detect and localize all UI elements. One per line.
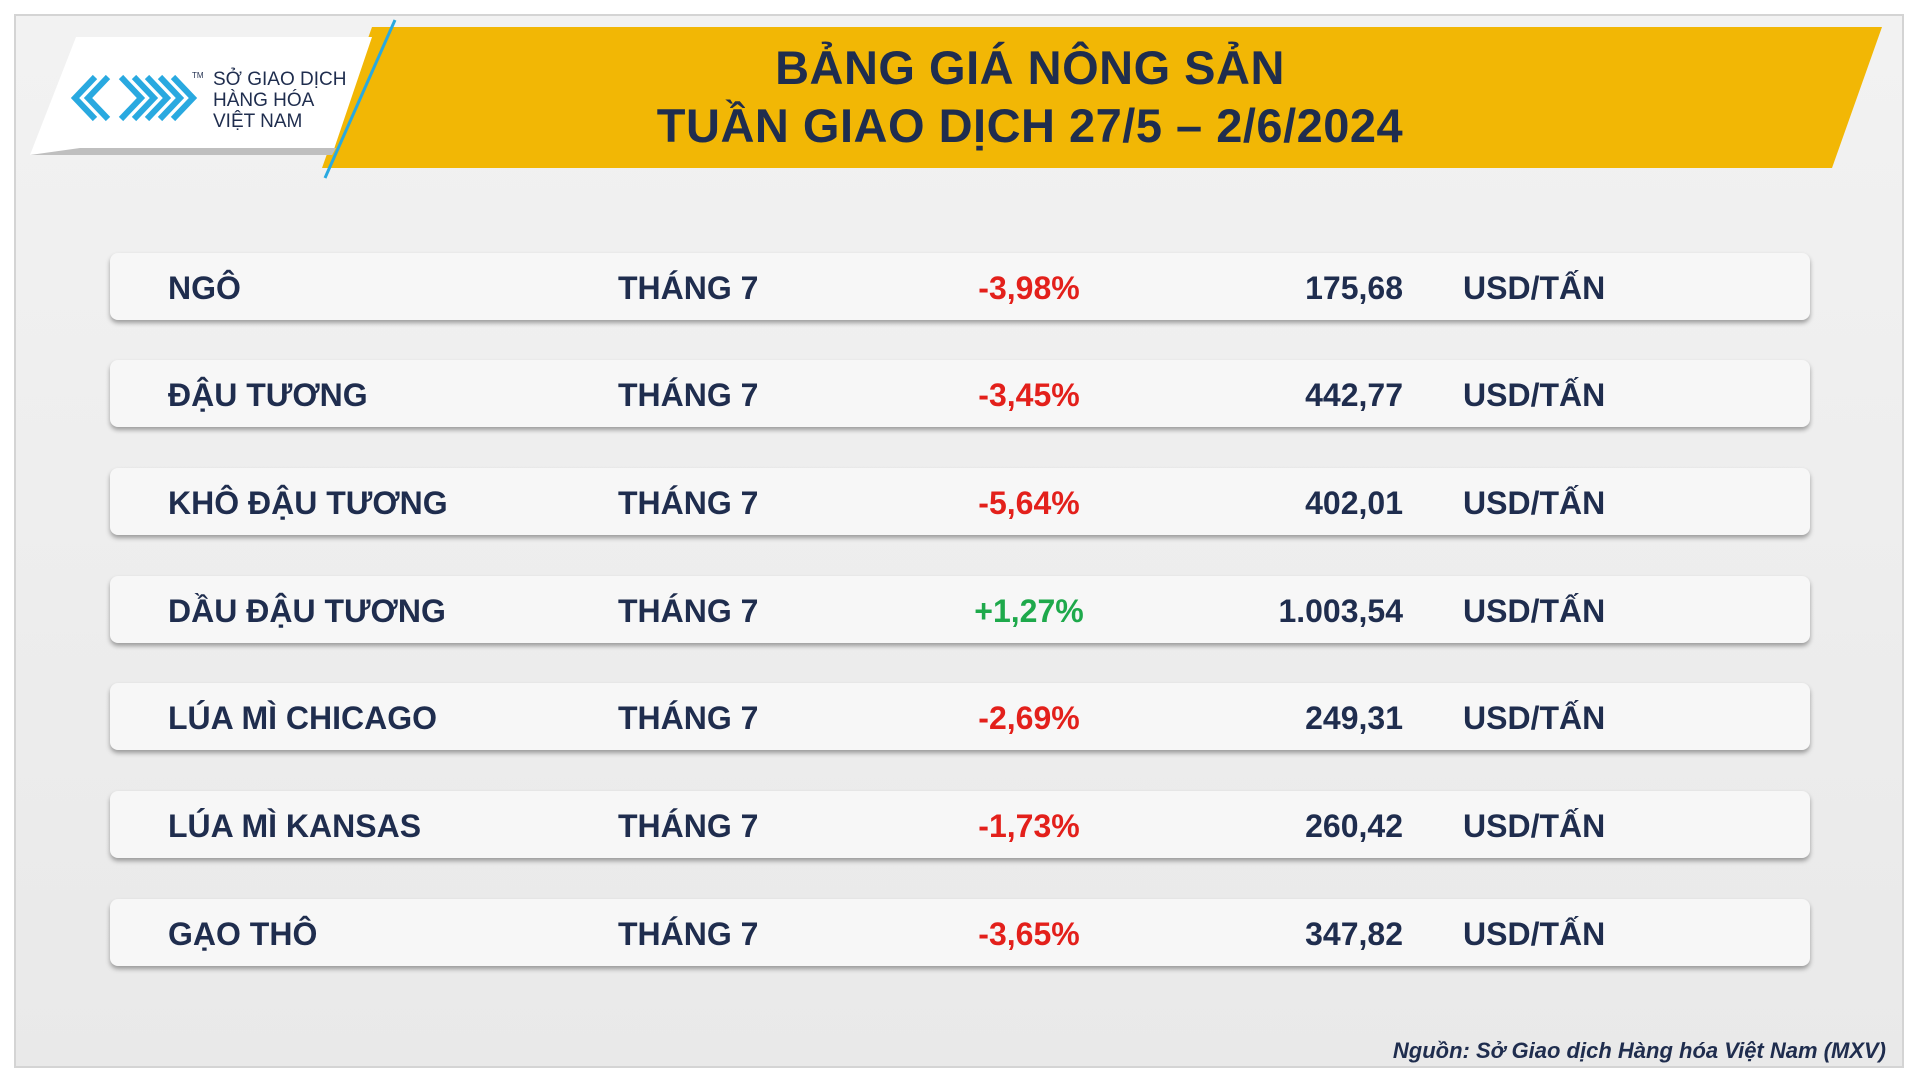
price: 175,68 (1305, 270, 1403, 306)
title: TUẦN GIAO DỊCH 27/5 – 2/6/2024 (656, 99, 1404, 152)
price: 1.003,54 (1278, 593, 1403, 629)
source: Nguồn: Sở Giao dịch Hàng hóa Việt Nam (M… (1392, 1038, 1886, 1063)
commodity: LÚA MÌ KANSAS (168, 808, 422, 844)
table-row: DẦU ĐẬU TƯƠNG THÁNG 7 +1,27% 1.003,54 USD/TẤ… (110, 576, 1810, 643)
table-row: NGÔ THÁNG 7 -3,98% 175,68 USD/TẤN (110, 253, 1810, 320)
logo-text: SỞ GIAO DỊCH (213, 69, 347, 90)
change: -3,98% (978, 270, 1080, 306)
table-row: KHÔ ĐẬU TƯƠNG THÁNG 7 -5,64% 402,01 USD/TẤN (110, 468, 1810, 535)
logo-box (30, 37, 372, 155)
accent-line (323, 19, 397, 179)
banner: TM (30, 19, 1882, 179)
contract-month: THÁNG 7 (618, 270, 759, 306)
price: 442,77 (1305, 377, 1403, 413)
unit: USD/TẤN (1463, 808, 1606, 844)
table-row: ĐẬU TƯƠNG THÁNG 7 -3,45% 442,77 USD/TẤN (110, 360, 1810, 427)
price: 249,31 (1305, 700, 1403, 736)
title-banner (322, 27, 1882, 168)
commodity: NGÔ (168, 270, 241, 306)
logo-shadow (30, 148, 336, 155)
contract-month: THÁNG 7 (618, 808, 759, 844)
logo-icon (70, 74, 198, 122)
change: -3,65% (978, 916, 1080, 952)
change: -1,73% (978, 808, 1080, 844)
commodity: KHÔ ĐẬU TƯƠNG (168, 485, 448, 521)
commodity: LÚA MÌ CHICAGO (168, 700, 438, 736)
change: +1,27% (974, 593, 1084, 629)
unit: USD/TẤN (1463, 377, 1606, 413)
contract-month: THÁNG 7 (618, 377, 759, 413)
commodity: GẠO THÔ (168, 916, 318, 952)
logo-text: VIỆT NAM (213, 111, 303, 132)
unit: USD/TẤN (1463, 485, 1606, 521)
table-row: GẠO THÔ THÁNG 7 -3,65% 347,82 USD/TẤN (110, 899, 1810, 966)
logo-text: HÀNG HÓA (213, 90, 315, 111)
table-row: LÚA MÌ CHICAGO THÁNG 7 -2,69% 249,31 USD/TẤN (110, 683, 1810, 750)
unit: USD/TẤN (1463, 270, 1606, 306)
commodity: DẦU ĐẬU TƯƠNG (168, 593, 446, 629)
change: -5,64% (978, 485, 1080, 521)
table-row: LÚA MÌ KANSAS THÁNG 7 -1,73% 260,42 USD/TẤN (110, 791, 1810, 858)
commodity: ĐẬU TƯƠNG (168, 377, 368, 413)
price: 402,01 (1305, 485, 1403, 521)
change: -2,69% (978, 700, 1080, 736)
logo-trademark: TM (192, 71, 204, 80)
contract-month: THÁNG 7 (618, 916, 759, 952)
contract-month: THÁNG 7 (618, 593, 759, 629)
price: 260,42 (1305, 808, 1403, 844)
change: -3,45% (978, 377, 1080, 413)
frame (14, 14, 1904, 1068)
contract-month: THÁNG 7 (618, 700, 759, 736)
unit: USD/TẤN (1463, 700, 1606, 736)
contract-month: THÁNG 7 (618, 485, 759, 521)
price: 347,82 (1305, 916, 1403, 952)
unit: USD/TẤN (1463, 593, 1606, 629)
unit: USD/TẤN (1463, 916, 1606, 952)
title: BẢNG GIÁ NÔNG SẢN (775, 41, 1285, 94)
